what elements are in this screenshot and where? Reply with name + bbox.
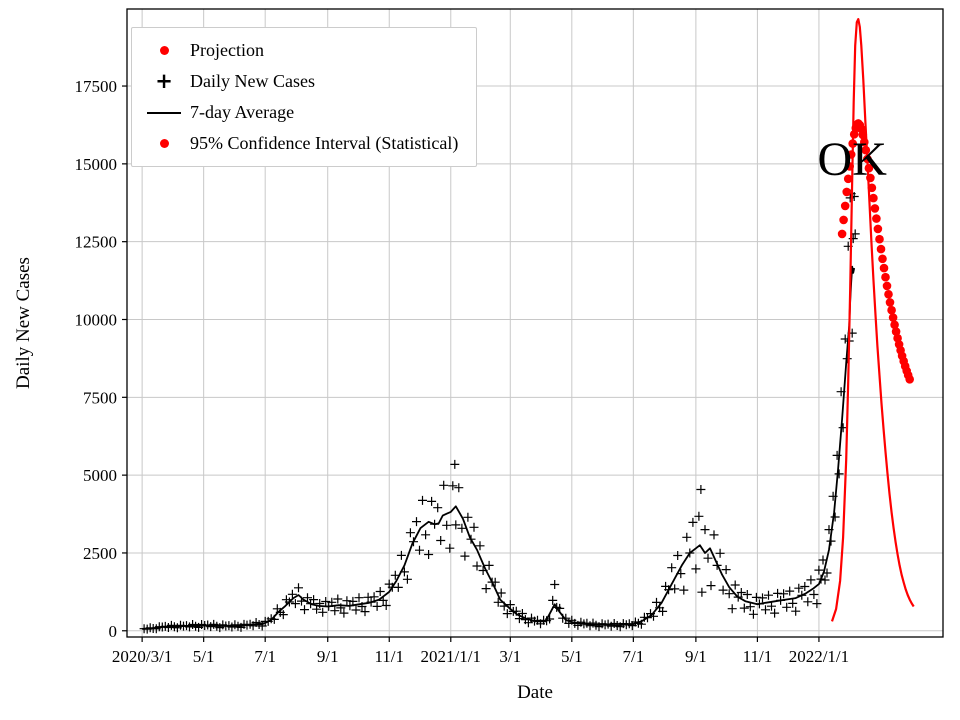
series-seven-day-average bbox=[142, 265, 856, 630]
y-tick-label: 5000 bbox=[83, 466, 117, 485]
x-tick-label: 2021/1/1 bbox=[421, 647, 481, 666]
series-projection bbox=[837, 119, 914, 384]
x-axis-label: Date bbox=[517, 682, 553, 703]
red-dot-marker-icon bbox=[138, 139, 190, 148]
axes-box bbox=[126, 8, 944, 638]
plus-marker-icon: + bbox=[155, 69, 173, 93]
x-tick-label: 9/1 bbox=[317, 647, 339, 666]
y-tick-label: 17500 bbox=[75, 77, 118, 96]
x-tick-label: 7/1 bbox=[622, 647, 644, 666]
axis-ticks: 2020/3/1 5/1 7/1 9/1 11/1 2021/1/1 3/1 5/1 7/1 9/… bbox=[75, 77, 850, 666]
line-marker-icon bbox=[138, 111, 190, 114]
x-tick-label: 11/1 bbox=[374, 647, 404, 666]
x-tick-label: 5/1 bbox=[561, 647, 583, 666]
legend-item-7-day-average: 7-day Average bbox=[138, 97, 458, 128]
y-tick-label: 7500 bbox=[83, 388, 117, 407]
legend-label: Daily New Cases bbox=[190, 71, 315, 91]
x-tick-label: 2022/1/1 bbox=[789, 647, 849, 666]
series-confidence-interval bbox=[830, 18, 915, 622]
y-tick-label: 0 bbox=[109, 622, 118, 641]
red-dot-marker-icon bbox=[138, 46, 190, 55]
y-tick-label: 2500 bbox=[83, 544, 117, 563]
series-daily-new-cases bbox=[139, 189, 860, 634]
legend-item-daily-new-cases: + Daily New Cases bbox=[138, 66, 458, 97]
x-tick-label: 5/1 bbox=[193, 647, 215, 666]
series-layer bbox=[139, 18, 915, 634]
x-tick-label: 11/1 bbox=[743, 647, 773, 666]
x-tick-label: 9/1 bbox=[685, 647, 707, 666]
legend-label: 95% Confidence Interval (Statistical) bbox=[190, 133, 459, 153]
y-tick-label: 12500 bbox=[75, 233, 118, 252]
legend-item-projection: Projection bbox=[138, 35, 458, 66]
x-tick-label: 2020/3/1 bbox=[112, 647, 172, 666]
x-tick-label: 7/1 bbox=[254, 647, 276, 666]
legend-label: 7-day Average bbox=[190, 102, 295, 122]
legend: Projection + Daily New Cases 7-day Avera… bbox=[131, 27, 478, 167]
y-tick-label: 15000 bbox=[75, 155, 118, 174]
y-tick-label: 10000 bbox=[75, 310, 118, 329]
x-tick-label: 3/1 bbox=[499, 647, 521, 666]
legend-label: Projection bbox=[190, 40, 264, 60]
annotation-ok: OK bbox=[818, 133, 888, 186]
legend-item-confidence-interval: 95% Confidence Interval (Statistical) bbox=[138, 128, 458, 159]
y-axis-label: Daily New Cases bbox=[13, 257, 34, 389]
